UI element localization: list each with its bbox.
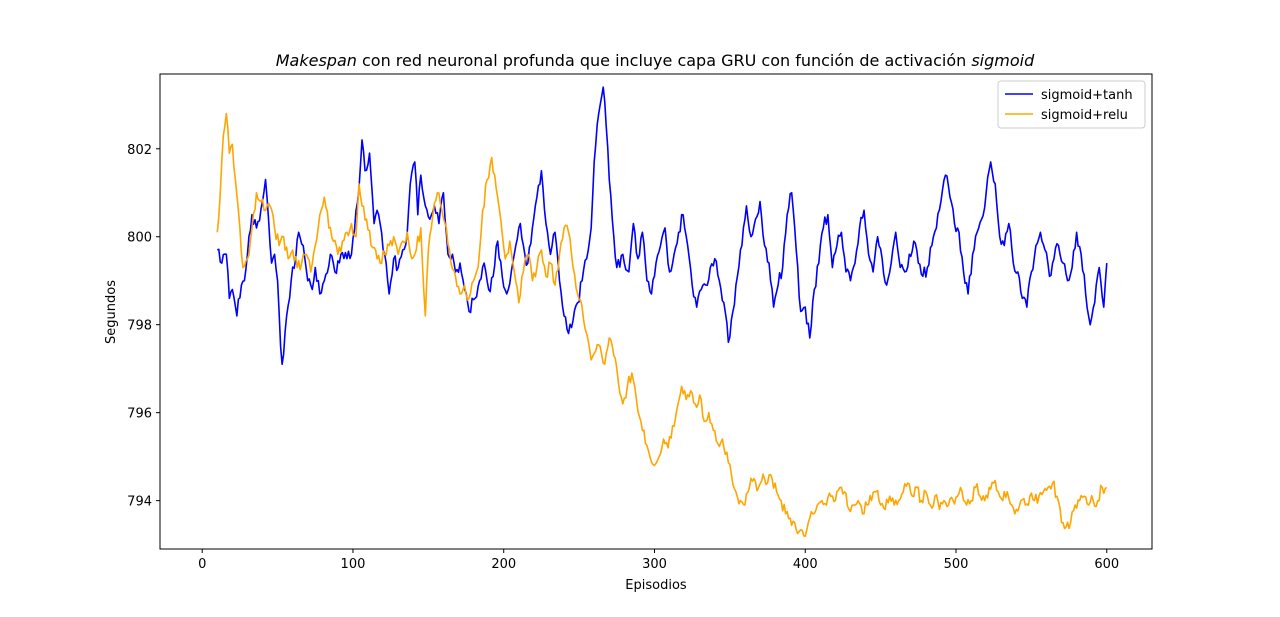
chart-title-italic-1: Makespan	[276, 51, 357, 70]
y-tick-label: 796	[127, 407, 152, 422]
legend-box	[997, 80, 1146, 129]
x-tick-label: 400	[793, 557, 818, 572]
x-axis-label: Episodios	[625, 578, 687, 593]
y-axis-label: Segundos	[104, 280, 119, 344]
plot-frame	[159, 73, 1153, 550]
y-axis: 794 796 798 800 802	[127, 143, 160, 510]
series-line-sigmoid-relu	[216, 112, 1108, 538]
legend-label-sigmoid-relu: sigmoid+relu	[1041, 108, 1128, 123]
series-line-sigmoid-tanh	[217, 86, 1108, 366]
x-tick-label: 500	[944, 557, 969, 572]
x-tick-label: 100	[341, 557, 366, 572]
y-tick-label: 802	[127, 143, 152, 158]
x-tick-label: 0	[198, 557, 206, 572]
y-tick-label: 800	[127, 231, 152, 246]
chart-title-plain: con red neuronal profunda que incluye ca…	[357, 51, 971, 70]
legend-label-sigmoid-tanh: sigmoid+tanh	[1041, 88, 1133, 103]
y-tick-label: 794	[127, 495, 152, 510]
y-tick-label: 798	[127, 319, 152, 334]
x-tick-label: 600	[1094, 557, 1119, 572]
chart-title-italic-2: sigmoid	[971, 51, 1035, 70]
legend: sigmoid+tanh sigmoid+relu	[997, 80, 1146, 129]
chart-title: Makespan con red neuronal profunda que i…	[276, 51, 1035, 70]
x-tick-label: 300	[642, 557, 667, 572]
x-tick-label: 200	[491, 557, 516, 572]
series-layer	[216, 86, 1108, 538]
x-axis: 0 100 200 300 400 500 600	[198, 549, 1119, 572]
